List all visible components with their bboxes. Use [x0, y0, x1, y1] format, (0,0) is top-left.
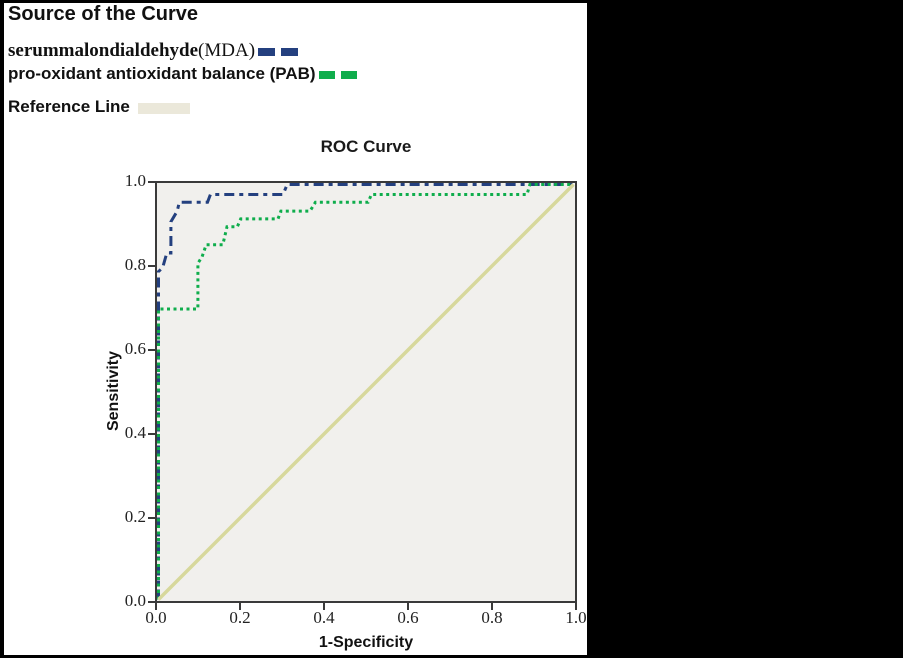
y-tick-label: 0.4: [124, 423, 146, 442]
legend-swatch-pab: [318, 65, 357, 85]
pab-dash-swatch: [340, 71, 357, 80]
x-tick-mark: [491, 603, 493, 610]
x-tick-mark: [407, 603, 409, 610]
reference-line-swatch: [137, 102, 190, 114]
legend-item-pab: pro-oxidant antioxidant balance (PAB): [8, 64, 357, 85]
x-tick-label: 0.2: [229, 608, 251, 627]
mda-dash-swatch: [281, 48, 299, 57]
figure-panel: Source of the Curve serummalondialdehyde…: [4, 3, 587, 655]
roc-plot-area: [155, 181, 577, 603]
legend-label-mda-paren: (MDA): [198, 40, 256, 61]
x-tick-label: 0.8: [481, 608, 503, 627]
x-tick-mark: [323, 603, 325, 610]
y-tick-label: 1.0: [124, 171, 146, 190]
chart-title: ROC Curve: [320, 137, 412, 156]
mda-dash-swatch: [258, 48, 276, 57]
y-tick-mark: [148, 433, 155, 435]
x-axis-title: 1-Specificity: [318, 634, 414, 651]
y-tick-label: 0.0: [124, 591, 146, 610]
series-reference-line: [157, 183, 575, 601]
legend-item-reference: Reference Line: [8, 97, 190, 118]
y-tick-mark: [148, 181, 155, 183]
x-tick-mark: [239, 603, 241, 610]
y-tick-label: 0.6: [124, 339, 146, 358]
pab-dash-swatch: [318, 71, 335, 80]
y-axis-title: Sensitivity: [105, 350, 122, 432]
x-tick-label: 0.6: [397, 608, 419, 627]
legend-swatch-reference: [137, 98, 190, 118]
legend-label-mda-bold: serummalondialdehyde: [8, 40, 199, 61]
series-pab: [157, 183, 574, 600]
legend-label-pab: pro-oxidant antioxidant balance (PAB): [8, 64, 316, 83]
legend-label-reference: Reference Line: [8, 97, 130, 116]
y-tick-mark: [148, 349, 155, 351]
y-tick-mark: [148, 265, 155, 267]
y-tick-mark: [148, 517, 155, 519]
x-tick-label: 1.0: [565, 608, 587, 627]
y-tick-label: 0.2: [124, 507, 146, 526]
x-tick-mark: [155, 603, 157, 610]
legend-item-mda: serummalondialdehyde(MDA): [8, 40, 299, 63]
x-tick-mark: [575, 603, 577, 610]
y-tick-mark: [148, 601, 155, 603]
x-tick-label: 0.0: [145, 608, 167, 627]
y-tick-label: 0.8: [124, 255, 146, 274]
roc-curves-canvas: [157, 183, 575, 601]
legend-swatch-mda: [258, 41, 299, 63]
x-tick-label: 0.4: [313, 608, 335, 627]
figure-heading: Source of the Curve: [8, 3, 199, 25]
